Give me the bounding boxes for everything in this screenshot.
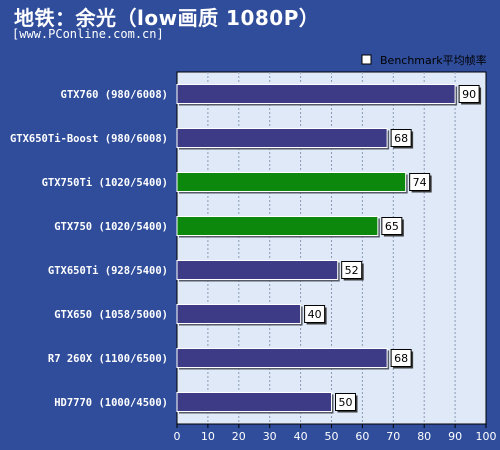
bars: 90 68 74 65 52 40 68 50 <box>176 84 482 414</box>
category-label: HD7770 (1000/4500) <box>54 397 168 409</box>
category-labels: GTX760 (980/6008) GTX650Ti-Boost (980/600… <box>10 89 168 409</box>
value-label-box <box>409 173 431 191</box>
category-label: R7 260X (1100/6500) <box>48 353 168 365</box>
bar <box>176 304 302 324</box>
value-label-box <box>304 305 326 323</box>
value-label: 50 <box>339 396 353 409</box>
bar <box>176 84 456 104</box>
bar <box>176 128 388 148</box>
x-tick-label: 80 <box>417 430 431 443</box>
legend-swatch <box>361 54 372 65</box>
bar <box>176 392 332 412</box>
x-axis-ticks: 0 10 20 30 40 50 60 70 80 90 100 <box>174 424 497 443</box>
value-label: 74 <box>413 176 427 189</box>
chart-subtitle: [www.PConline.com.cn] <box>12 27 164 41</box>
value-label-box <box>458 85 480 103</box>
x-tick-label: 90 <box>448 430 462 443</box>
legend-label: Benchmark平均帧率 <box>380 53 487 67</box>
x-tick-label: 60 <box>355 430 369 443</box>
bar <box>176 172 407 192</box>
x-tick-label: 100 <box>476 430 497 443</box>
category-label: GTX650Ti-Boost (980/6008) <box>10 133 168 145</box>
category-label: GTX650Ti (928/5400) <box>48 265 168 277</box>
value-label-box <box>341 261 363 279</box>
value-label-box <box>390 129 412 147</box>
category-label: GTX650 (1058/5000) <box>54 309 168 321</box>
x-tick-label: 30 <box>263 430 277 443</box>
legend: Benchmark平均帧率 <box>361 53 487 67</box>
bar <box>176 216 379 236</box>
category-label: GTX760 (980/6008) <box>61 89 168 101</box>
category-label: GTX750 (1020/5400) <box>54 221 168 233</box>
x-tick-label: 0 <box>174 430 181 443</box>
x-tick-label: 40 <box>294 430 308 443</box>
value-label: 40 <box>308 308 322 321</box>
x-tick-label: 70 <box>386 430 400 443</box>
bar <box>176 348 388 368</box>
value-label-box <box>381 217 403 235</box>
category-label: GTX750Ti (1020/5400) <box>42 177 168 189</box>
value-label: 68 <box>394 352 408 365</box>
x-tick-label: 20 <box>232 430 246 443</box>
bar <box>176 260 339 280</box>
chart-title: 地铁：余光（low画质 1080P） <box>14 6 320 30</box>
value-label-box <box>335 393 356 411</box>
value-label: 90 <box>462 88 476 101</box>
value-label: 52 <box>345 264 359 277</box>
value-label: 68 <box>394 132 408 145</box>
value-label: 65 <box>385 220 399 233</box>
x-tick-label: 10 <box>201 430 215 443</box>
value-label-box <box>390 349 412 367</box>
x-tick-label: 50 <box>325 430 339 443</box>
